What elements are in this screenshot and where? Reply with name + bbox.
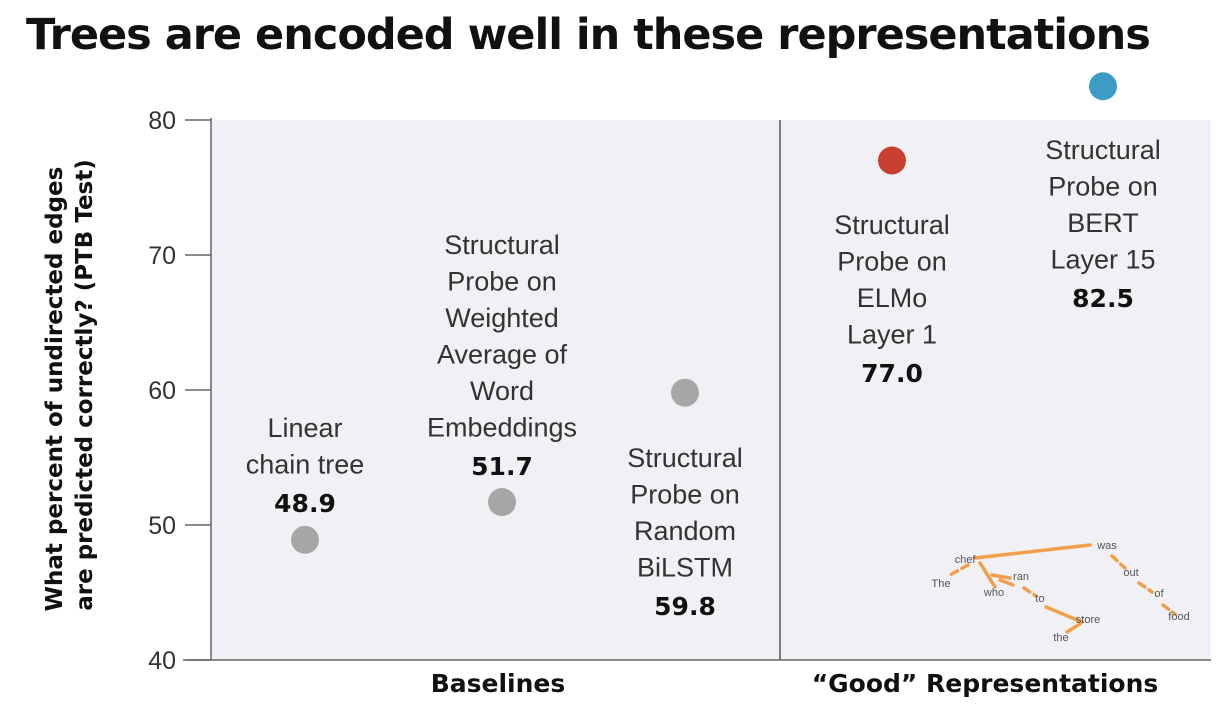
- plot-background: [211, 120, 1211, 660]
- tree-edge: [973, 543, 1092, 560]
- point-label-line: BiLSTM: [637, 553, 733, 583]
- chart-title: Trees are encoded well in these represen…: [26, 10, 1151, 60]
- data-point: [488, 488, 516, 517]
- data-point: [291, 525, 319, 554]
- point-label-line: Weighted: [445, 303, 559, 333]
- point-value-label: 51.7: [471, 452, 533, 481]
- point-label-line: Probe on: [630, 480, 740, 510]
- tree-edge: [948, 563, 970, 577]
- y-tick-label: 60: [148, 377, 176, 405]
- tree-word: ran: [1013, 571, 1029, 583]
- point-label-line: Embeddings: [427, 413, 577, 443]
- point-label-line: Structural: [834, 210, 950, 240]
- tree-word: out: [1123, 567, 1138, 579]
- y-tick-label: 80: [148, 107, 176, 135]
- tree-word: of: [1154, 588, 1164, 600]
- tree-word: The: [932, 578, 951, 590]
- tree-word: to: [1035, 593, 1044, 605]
- point-value-label: 48.9: [274, 489, 336, 518]
- y-ticks: 40 50 60 70 80: [148, 107, 211, 675]
- y-axis-title-line-2: are predicted correctly? (PTB Test): [72, 159, 98, 611]
- tree-word: chef: [955, 554, 977, 566]
- point-label-line: Probe on: [1048, 172, 1158, 202]
- point-label: Structural Probe on Weighted Average of Word…: [427, 230, 577, 443]
- tree-edge: [1137, 581, 1154, 594]
- point-label-line: Probe on: [837, 247, 947, 277]
- data-point: [878, 146, 906, 175]
- point-label: Linear chain tree: [246, 413, 365, 480]
- tree-edge: [1161, 603, 1177, 616]
- point-value-label: 82.5: [1072, 284, 1134, 313]
- tree-edge: [978, 561, 997, 589]
- point-value-label: 59.8: [654, 592, 716, 621]
- y-axis-title-line-1: What percent of undirected edges: [42, 167, 68, 612]
- point-value-label: 77.0: [861, 359, 923, 388]
- tree-word: who: [983, 587, 1004, 599]
- y-tick-label: 70: [148, 242, 176, 270]
- point-label-line: chain tree: [246, 450, 365, 480]
- point-label-line: BERT: [1067, 208, 1139, 238]
- data-point: [671, 378, 699, 407]
- data-points: Linear chain tree 48.9 Structural Probe on We…: [246, 72, 1161, 621]
- y-axis-title: What percent of undirected edges are pre…: [42, 159, 98, 612]
- tree-edge: [990, 573, 1012, 580]
- point-label: Structural Probe on ELMo Layer 1: [834, 210, 950, 350]
- tree-word: was: [1096, 540, 1117, 552]
- point-label-line: Linear: [267, 413, 342, 443]
- tree-edge: [1065, 622, 1082, 634]
- point-label-line: Probe on: [447, 267, 557, 297]
- group-label-baselines: Baselines: [431, 669, 566, 698]
- tree-word: store: [1076, 614, 1100, 626]
- tree-word: the: [1053, 632, 1068, 644]
- y-tick-label: 40: [148, 647, 176, 675]
- point-label: Structural Probe on BERT Layer 15: [1045, 135, 1161, 275]
- point-label-line: Word: [470, 376, 534, 406]
- point-label: Structural Probe on Random BiLSTM: [627, 443, 743, 583]
- tree-edge: [998, 578, 1015, 587]
- point-label-line: ELMo: [857, 283, 928, 313]
- data-point: [1089, 72, 1117, 101]
- point-label-line: Structural: [444, 230, 560, 260]
- tree-edge: [1022, 586, 1038, 598]
- tree-edge: [1044, 605, 1084, 624]
- point-label-line: Structural: [1045, 135, 1161, 165]
- tree-edge: [1110, 554, 1127, 570]
- tree-word: food: [1168, 611, 1189, 623]
- point-label-line: Random: [634, 516, 736, 546]
- group-label-good-representations: “Good” Representations: [812, 669, 1159, 698]
- point-label-line: Layer 15: [1050, 245, 1155, 275]
- point-label-line: Average of: [437, 340, 568, 370]
- point-label-line: Layer 1: [847, 320, 937, 350]
- point-label-line: Structural: [627, 443, 743, 473]
- y-tick-label: 50: [148, 512, 176, 540]
